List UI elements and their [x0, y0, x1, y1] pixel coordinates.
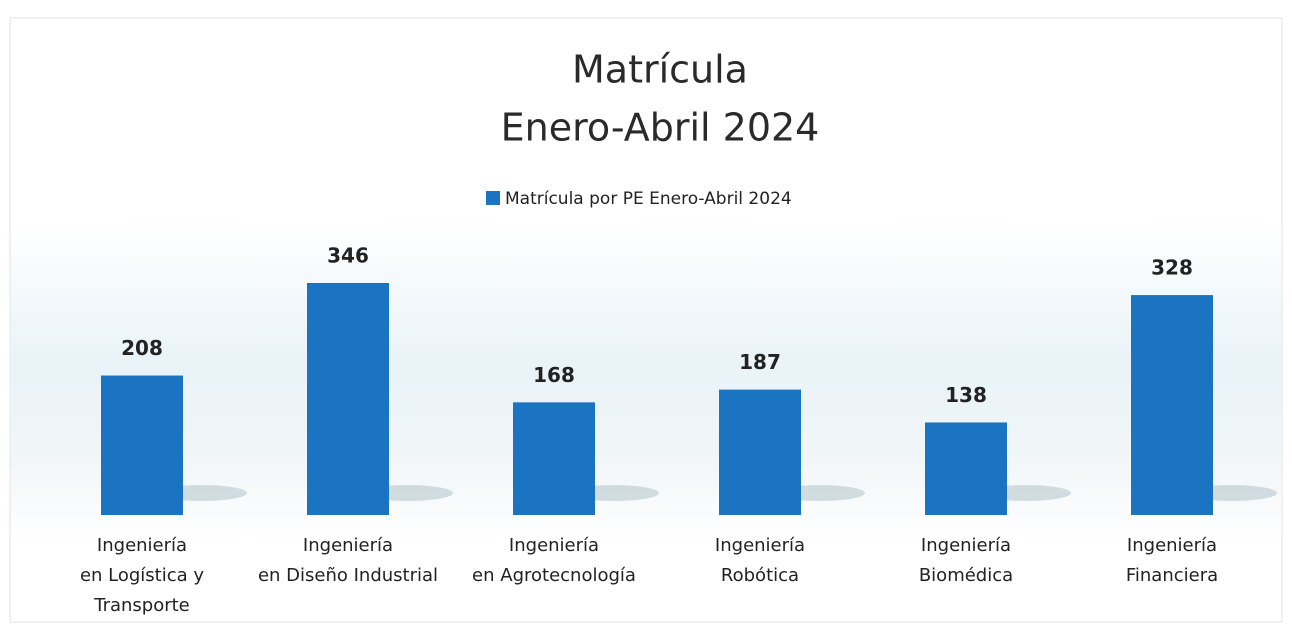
chart-title: Matrícula [572, 48, 748, 92]
bar [513, 402, 595, 515]
x-tick-label: en Diseño Industrial [258, 565, 438, 586]
chart-title: Enero-Abril 2024 [501, 106, 820, 150]
x-tick-label: Ingeniería [97, 535, 187, 556]
data-label: 187 [739, 350, 781, 374]
x-tick-label: Biomédica [919, 565, 1013, 586]
x-tick-label: Ingeniería [1127, 535, 1217, 556]
x-tick-label: Robótica [721, 565, 799, 586]
x-tick-label: Ingeniería [303, 535, 393, 556]
data-label: 328 [1151, 256, 1193, 280]
legend-label: Matrícula por PE Enero-Abril 2024 [505, 189, 792, 209]
x-tick-label: en Agrotecnología [472, 565, 636, 586]
x-tick-label: Ingeniería [715, 535, 805, 556]
data-label: 346 [327, 244, 369, 268]
bar [307, 283, 389, 515]
x-tick-label: Ingeniería [921, 535, 1011, 556]
bar [1131, 295, 1213, 515]
x-tick-label: Financiera [1126, 565, 1218, 586]
data-label: 168 [533, 363, 575, 387]
x-tick-label: en Logística y [80, 565, 204, 586]
legend-swatch [486, 191, 500, 205]
backdrop [11, 220, 1281, 540]
data-label: 138 [945, 383, 987, 407]
x-tick-label: Ingeniería [509, 535, 599, 556]
x-tick-label: Transporte [93, 595, 190, 616]
data-label: 208 [121, 336, 163, 360]
bar [925, 422, 1007, 515]
bar [719, 389, 801, 515]
bar [101, 375, 183, 515]
